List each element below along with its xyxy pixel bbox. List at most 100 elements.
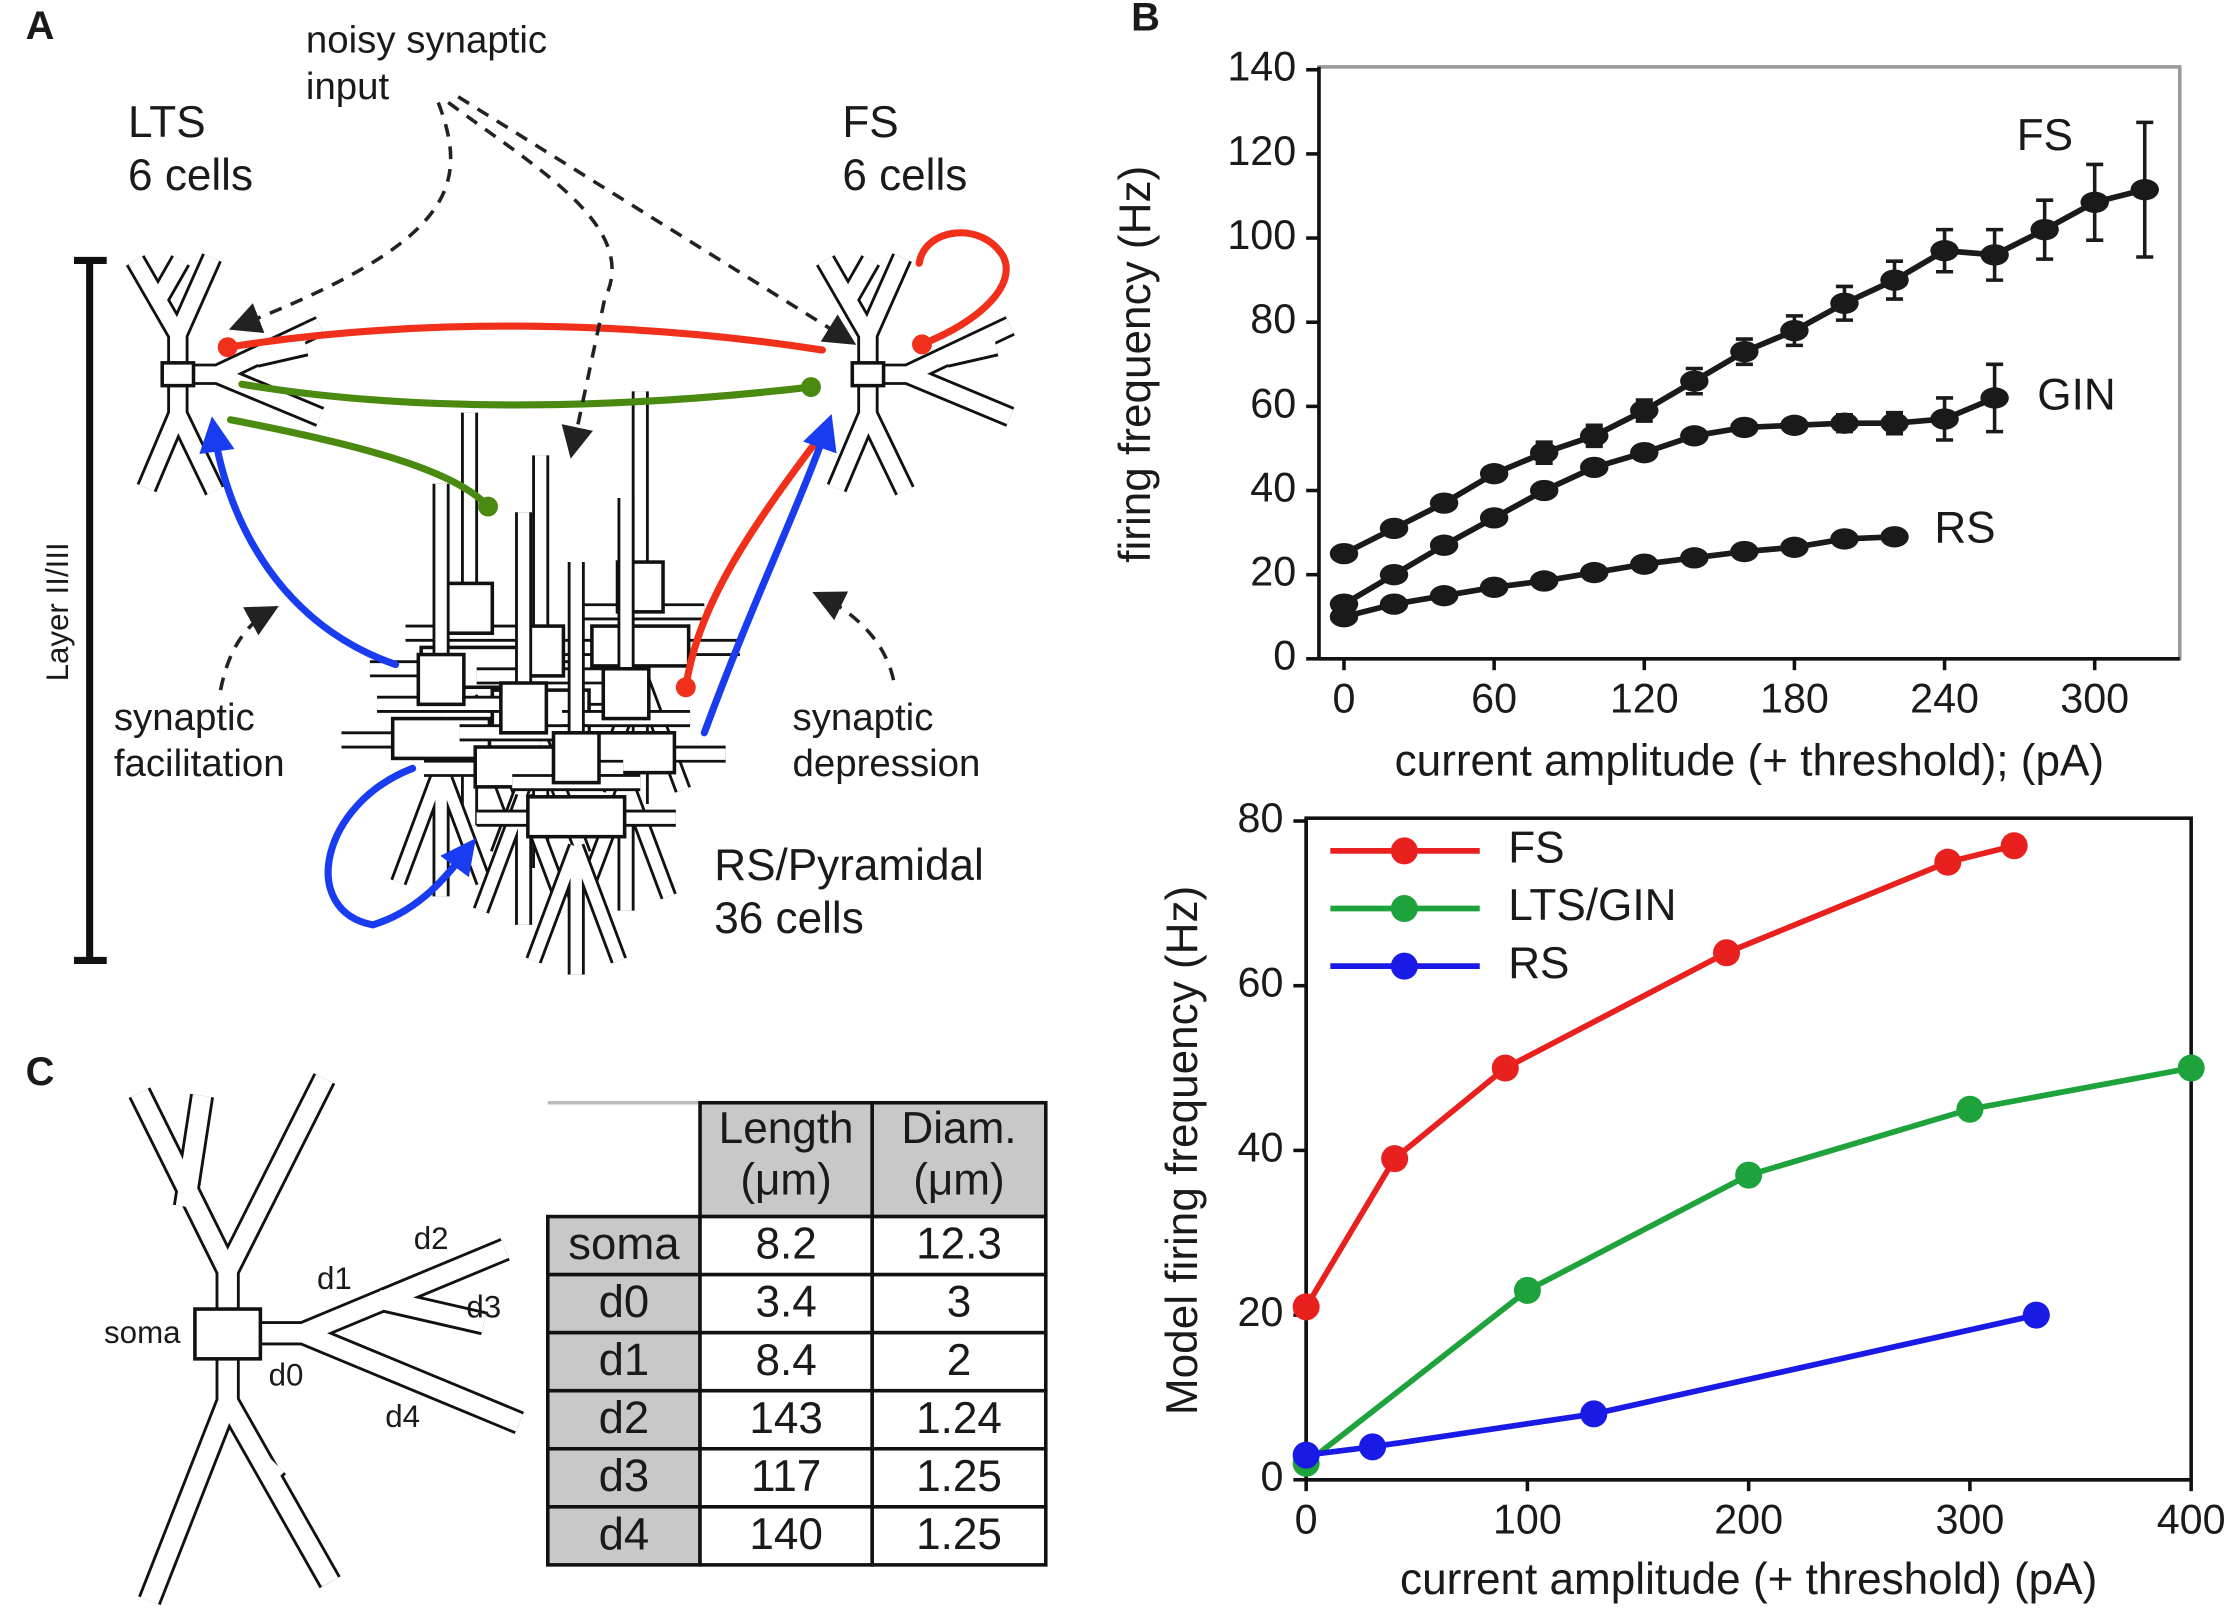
text-line: Diam. <box>901 1104 1016 1153</box>
marker <box>1381 1145 1409 1173</box>
marker <box>1830 412 1859 434</box>
marker <box>1292 1293 1320 1321</box>
marker <box>1491 1054 1519 1082</box>
y-tick-label: 100 <box>1227 212 1296 258</box>
legend-label: FS <box>1508 824 1564 873</box>
marker <box>2000 832 2028 860</box>
y-tick-label: 20 <box>1238 1289 1284 1335</box>
y-tick-label: 20 <box>1250 549 1296 595</box>
text-line: 6 cells <box>842 151 967 200</box>
x-tick-label: 0 <box>1295 1496 1318 1542</box>
layer-label: Layer II/III <box>40 542 75 681</box>
x-tick-label: 240 <box>1910 675 1979 721</box>
marker <box>1830 528 1859 550</box>
text-line: 6 cells <box>128 151 253 200</box>
marker <box>1579 456 1609 479</box>
marker <box>2022 1301 2050 1329</box>
marker <box>1429 534 1459 556</box>
marker <box>1780 536 1809 558</box>
cell-text: 12.3 <box>916 1220 1002 1269</box>
marker <box>1880 412 1909 434</box>
marker <box>1479 576 1509 598</box>
cell-text: 1.25 <box>916 1452 1002 1501</box>
y-tick-label: 60 <box>1238 960 1284 1006</box>
marker <box>1956 1095 1984 1123</box>
chart-bottom: 0 20 40 60 80 0 100 200 300 400 current amplitude … <box>1158 795 2226 1604</box>
cell <box>870 1505 1048 1567</box>
legend-label: LTS/GIN <box>1508 881 1676 930</box>
header-text: Diam. (μm) <box>901 1104 1016 1204</box>
marker <box>1980 387 2009 409</box>
marker <box>2030 218 2059 241</box>
series-line <box>1305 1312 2037 1458</box>
marker <box>1730 340 1759 363</box>
row-header-text: d2 <box>599 1392 650 1443</box>
text-line: facilitation <box>114 742 285 785</box>
row-header-cell <box>546 1214 702 1277</box>
y-axis-label: Model firing frequency (Hz) <box>1158 886 1207 1415</box>
cell-text: 8.2 <box>755 1220 816 1269</box>
series-label: FS <box>2017 111 2073 160</box>
text-line: Length <box>719 1104 854 1153</box>
marker <box>1359 1433 1387 1461</box>
marker <box>1329 542 1359 565</box>
cell-text: 1.25 <box>916 1510 1002 1559</box>
y-tick-label: 120 <box>1227 128 1296 174</box>
row-header-text: d4 <box>599 1508 650 1559</box>
panel-label: A <box>26 4 55 48</box>
cell-text: 8.4 <box>755 1336 816 1385</box>
marker <box>2080 191 2109 213</box>
marker <box>1379 563 1409 586</box>
compartment-label: d0 <box>269 1358 304 1393</box>
marker <box>1630 399 1659 422</box>
marker <box>1930 240 1959 262</box>
text-line: RS/Pyramidal <box>714 841 984 890</box>
row-header-text: d0 <box>599 1276 650 1327</box>
y-tick-label: 140 <box>1227 44 1296 90</box>
x-tick-label: 0 <box>1333 675 1356 721</box>
marker <box>1429 492 1459 514</box>
series-line <box>1343 533 1895 620</box>
marker <box>1292 1441 1320 1469</box>
marker <box>1930 408 1959 430</box>
fs-cell <box>825 258 1010 491</box>
compartment-label: d2 <box>414 1221 449 1256</box>
marker <box>1934 848 1962 876</box>
series-label: RS <box>1934 504 1995 553</box>
marker <box>1513 1276 1541 1304</box>
text-line: FS <box>842 98 898 147</box>
input-label: noisy synaptic input <box>306 19 547 108</box>
marker <box>1713 939 1741 967</box>
compartment-label: d4 <box>385 1399 420 1434</box>
compartment-cell <box>139 1079 519 1601</box>
legend-label: RS <box>1508 939 1569 988</box>
marker <box>1579 561 1609 584</box>
text-line: noisy synaptic <box>306 19 547 62</box>
row-header-cell <box>546 1388 702 1451</box>
x-axis-label: current amplitude (+ threshold) (pA) <box>1400 1555 2097 1604</box>
text-line: synaptic <box>114 696 255 739</box>
x-tick-label: 60 <box>1471 675 1517 721</box>
cell <box>698 1214 874 1277</box>
marker <box>1529 479 1559 502</box>
cell-text: 117 <box>751 1452 821 1501</box>
panel-label: C <box>26 1050 55 1094</box>
text-line: synaptic <box>793 696 934 739</box>
marker <box>2130 179 2159 201</box>
header-cell <box>870 1100 1048 1219</box>
marker <box>1730 416 1759 439</box>
dashed-arrows <box>218 95 896 691</box>
text-line: (μm) <box>913 1155 1005 1204</box>
x-tick-label: 300 <box>1935 1496 2004 1542</box>
marker <box>1680 425 1709 447</box>
y-tick-label: 40 <box>1250 464 1296 510</box>
synapses <box>199 229 1010 929</box>
compartment-label: d1 <box>317 1261 352 1296</box>
cell <box>870 1388 1048 1451</box>
marker <box>1680 547 1709 569</box>
x-tick-label: 120 <box>1610 675 1679 721</box>
cell <box>698 1272 874 1335</box>
compartment-label: d3 <box>466 1289 501 1324</box>
panel-label: B <box>1131 0 1160 39</box>
